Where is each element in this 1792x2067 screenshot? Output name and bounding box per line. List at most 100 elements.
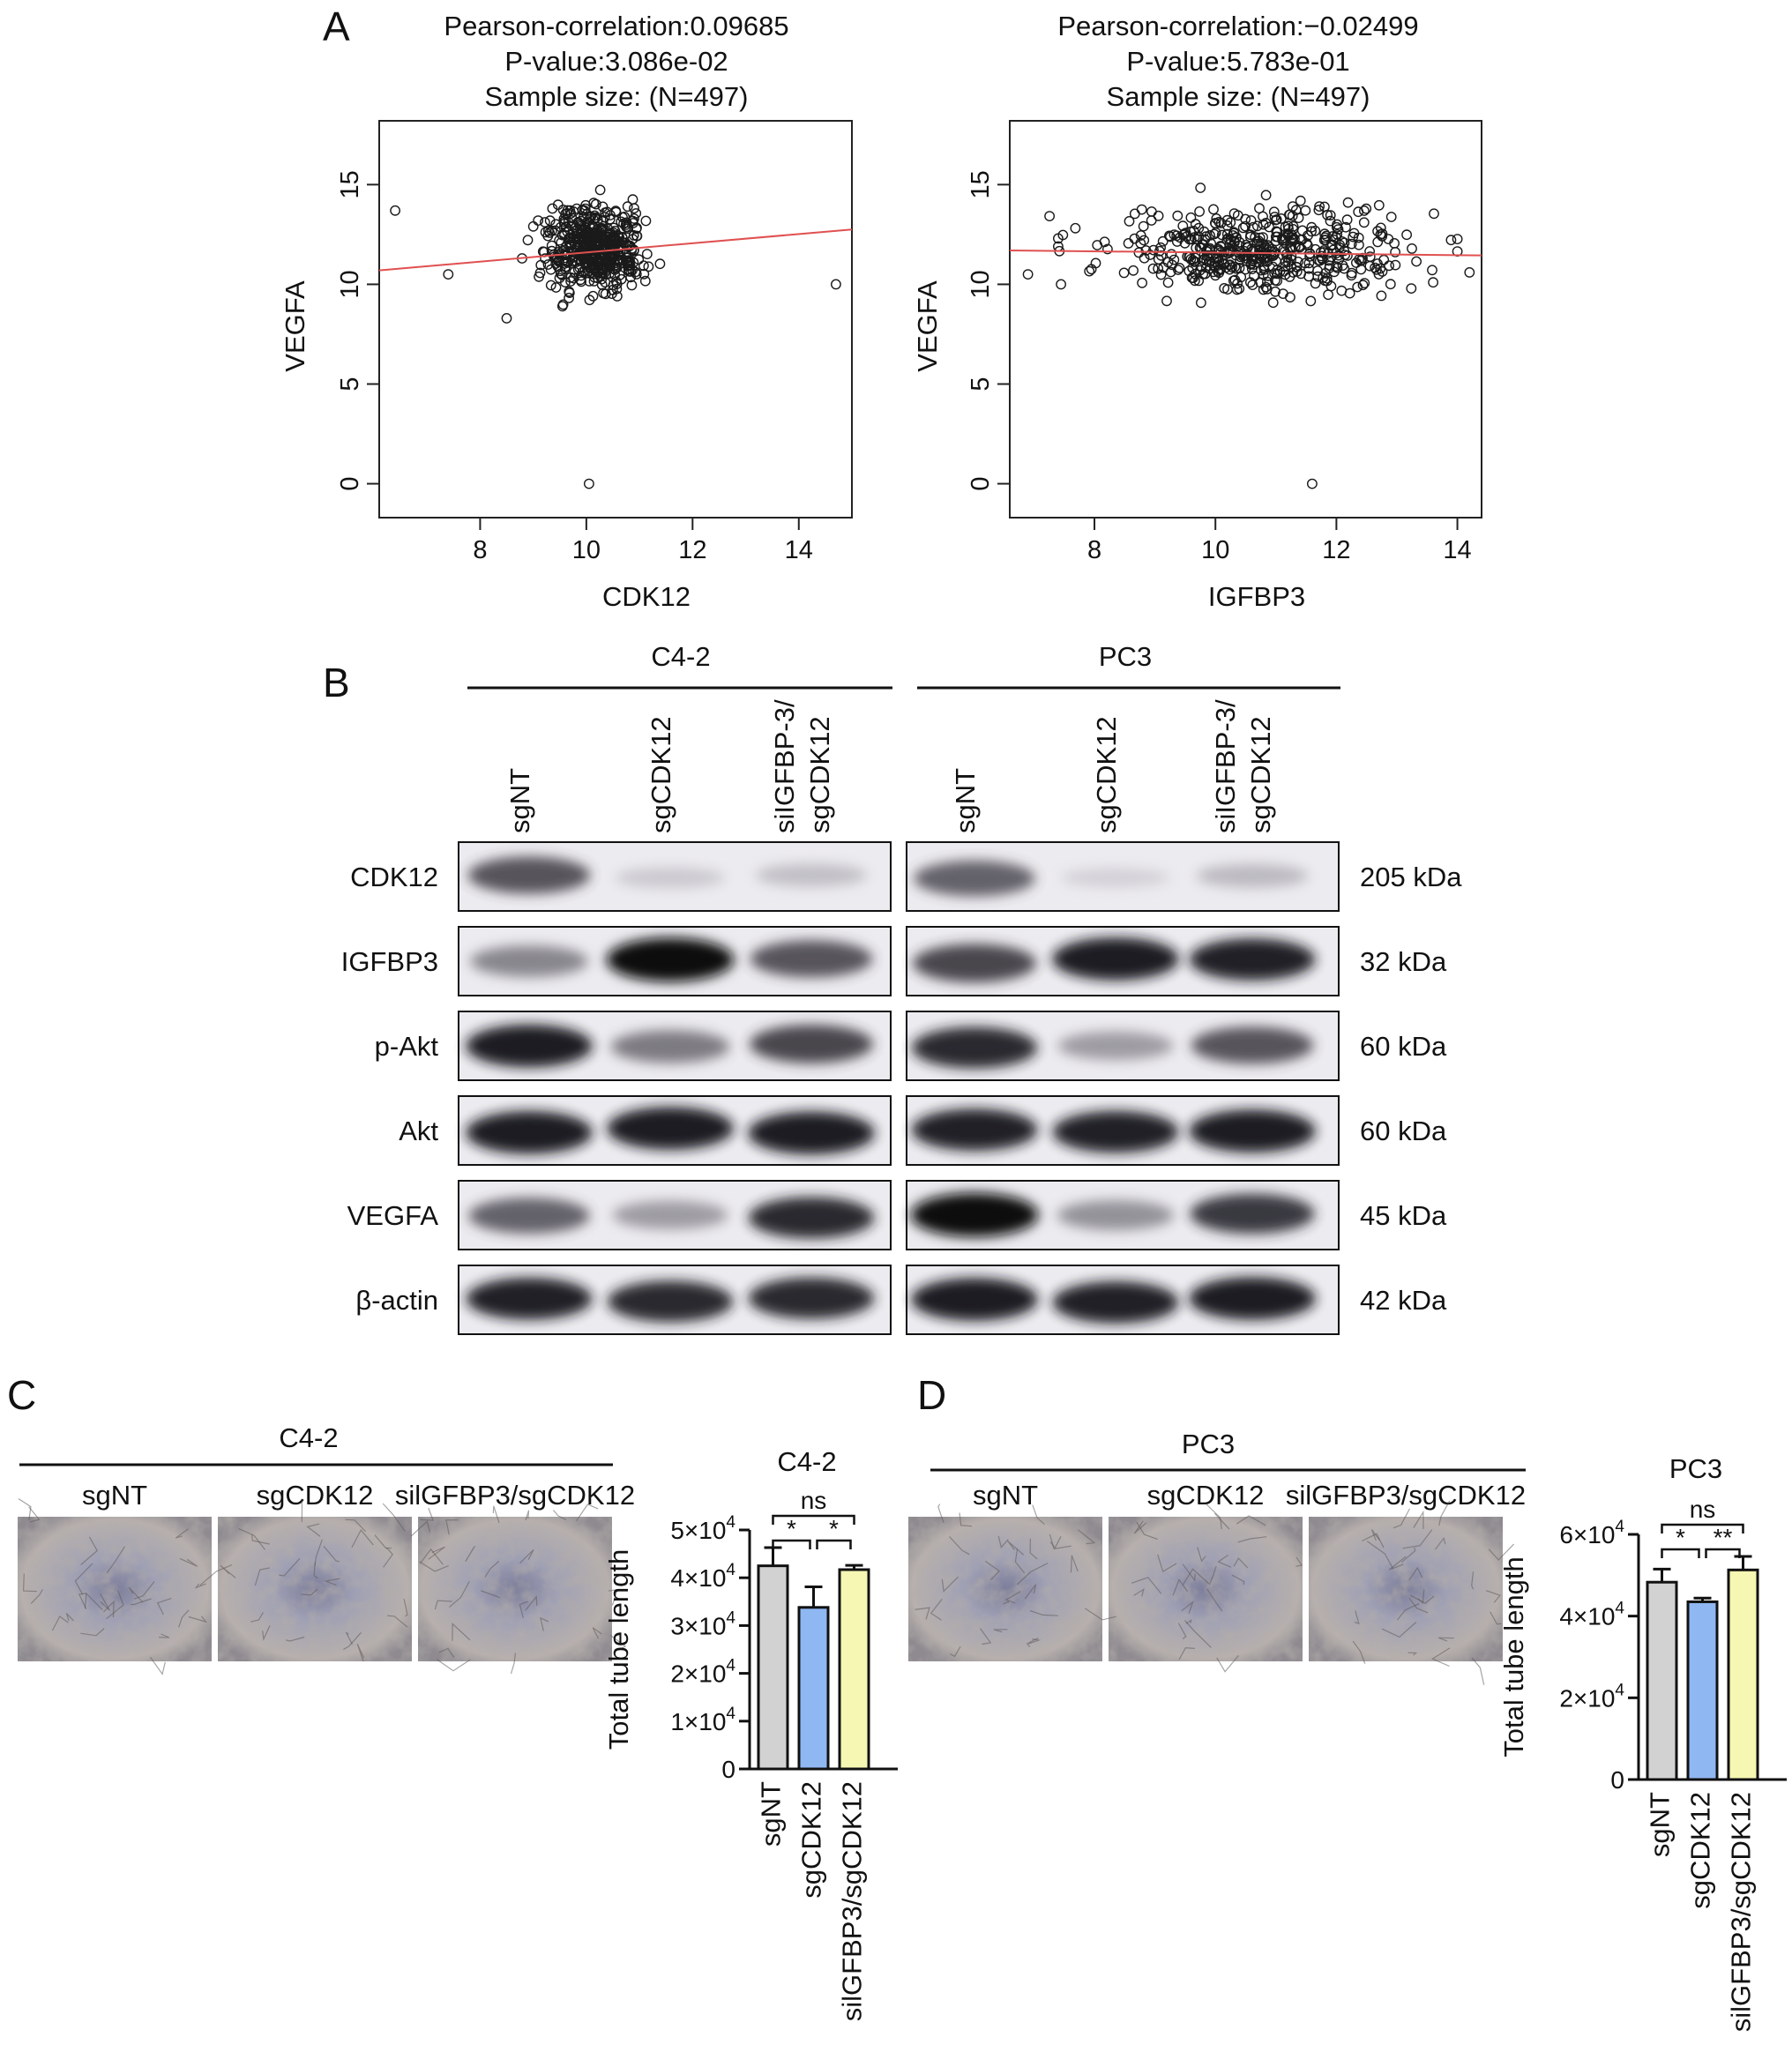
tube-network bbox=[238, 1527, 265, 1550]
blot-strip bbox=[906, 1180, 1340, 1250]
scatter-point bbox=[1285, 292, 1295, 302]
tick-exponent: 4 bbox=[726, 1608, 735, 1627]
scatter-point bbox=[1135, 230, 1146, 241]
scatter-point bbox=[534, 267, 546, 279]
tube-network bbox=[133, 1581, 155, 1600]
scatter-point bbox=[1148, 244, 1159, 256]
image-label: sgCDK12 bbox=[1147, 1480, 1265, 1511]
tube-network bbox=[1362, 1533, 1385, 1548]
tube-network bbox=[949, 1536, 970, 1556]
scatter-point bbox=[560, 214, 571, 226]
group-label: PC3 bbox=[1182, 1429, 1235, 1459]
scatter-point bbox=[1293, 256, 1303, 267]
blot-band bbox=[1190, 1193, 1315, 1234]
scatter-point bbox=[1219, 282, 1230, 294]
scatter-point bbox=[1251, 220, 1263, 232]
scatter-point bbox=[1208, 204, 1219, 215]
tube-network bbox=[345, 1519, 367, 1533]
tube-network bbox=[1178, 1646, 1195, 1660]
lane-label: sgCDK12 bbox=[804, 716, 835, 833]
bar-y-tick-label: 3×104 bbox=[670, 1608, 735, 1639]
scatter-point bbox=[546, 240, 557, 251]
scatter-point bbox=[623, 255, 634, 266]
scatter-point bbox=[565, 276, 576, 287]
bar bbox=[757, 1564, 789, 1771]
tube-network bbox=[1024, 1584, 1037, 1600]
tube-network bbox=[484, 1561, 500, 1578]
scatter-point bbox=[554, 235, 564, 246]
y-tick-label: 0 bbox=[967, 476, 995, 490]
scatter-point bbox=[1464, 266, 1475, 278]
scatter-point bbox=[631, 230, 643, 242]
scatter-point bbox=[1248, 221, 1259, 233]
scatter-point bbox=[1022, 269, 1034, 280]
scatter-point bbox=[1346, 238, 1357, 250]
image-label: silGFBP3/sgCDK12 bbox=[395, 1480, 635, 1511]
tube-network bbox=[1217, 1555, 1232, 1568]
scatter-point bbox=[1355, 264, 1367, 275]
scatter-point bbox=[1228, 208, 1240, 220]
scatter-point bbox=[1140, 245, 1152, 256]
scatter-point bbox=[1201, 255, 1213, 266]
tube-network bbox=[438, 1647, 455, 1658]
y-tick-label: 10 bbox=[967, 270, 995, 298]
bar-category-label: sgNT bbox=[1645, 1792, 1676, 1857]
scatter-point bbox=[1300, 205, 1311, 216]
image-texture bbox=[218, 1517, 412, 1661]
scatter-point bbox=[1331, 232, 1341, 243]
bar bbox=[1727, 1568, 1759, 1781]
blot-band bbox=[1057, 1031, 1174, 1061]
scatter-point bbox=[1310, 278, 1321, 289]
scatter-point bbox=[560, 277, 571, 287]
scatter-point bbox=[1254, 203, 1265, 214]
significance-label: * bbox=[829, 1515, 839, 1542]
scatter-point bbox=[1272, 227, 1283, 238]
image-texture bbox=[418, 1517, 612, 1661]
tube-network bbox=[1029, 1538, 1038, 1560]
scatter-point bbox=[604, 213, 616, 225]
tube-network bbox=[324, 1578, 340, 1586]
scatter-point bbox=[1240, 220, 1251, 232]
bar-y-axis-label: Total tube length bbox=[603, 1549, 634, 1750]
scatter-point bbox=[631, 268, 642, 280]
lane-label: sgNT bbox=[504, 768, 535, 833]
scatter-point bbox=[1245, 277, 1256, 288]
tube-network bbox=[1133, 1520, 1147, 1534]
tube-network bbox=[1488, 1543, 1515, 1561]
tube-network bbox=[179, 1557, 198, 1567]
bar-category-label: sgCDK12 bbox=[796, 1781, 827, 1899]
scatter-point bbox=[590, 198, 601, 210]
bar bbox=[797, 1606, 830, 1771]
tube-network bbox=[941, 1576, 959, 1593]
plot-frame bbox=[1009, 120, 1482, 519]
scatter-point bbox=[611, 262, 623, 273]
tube-panel-pc3: PC3 sgNT sgCDK12 silGFBP3/sgCDK12 PC3 Total t… bbox=[908, 1429, 1787, 2032]
tube-network bbox=[1014, 1548, 1026, 1574]
tube-network bbox=[949, 1645, 961, 1658]
scatter-point bbox=[1372, 258, 1383, 269]
scatter-title-line-1: Pearson-correlation:−0.02499 bbox=[1057, 11, 1418, 41]
tube-network bbox=[386, 1615, 408, 1628]
bar-category-label: sgCDK12 bbox=[1685, 1792, 1716, 1909]
scatter-point bbox=[533, 215, 544, 227]
panel-letter-b: B bbox=[323, 660, 350, 705]
bar-y-tick-label: 1×104 bbox=[670, 1705, 735, 1735]
blot-band bbox=[1196, 863, 1309, 888]
scatter-point bbox=[1277, 235, 1288, 246]
scatter-point bbox=[1239, 245, 1251, 257]
scatter-point bbox=[608, 234, 619, 245]
tick-mantissa: 2×10 bbox=[1559, 1684, 1615, 1712]
scatter-point bbox=[1406, 283, 1417, 294]
blot-rows: CDK12 205 kDa IGFBP3 32 kDa p-Akt 60 kDa Akt 60… bbox=[341, 841, 1462, 1335]
significance-bracket bbox=[1705, 1548, 1741, 1559]
blot-strip bbox=[458, 841, 892, 912]
scatter-point bbox=[626, 280, 638, 291]
tube-network bbox=[374, 1534, 392, 1549]
scatter-point bbox=[1427, 265, 1437, 276]
scatter-point bbox=[552, 199, 564, 211]
scatter-point bbox=[1157, 235, 1169, 247]
bar-chart-title: PC3 bbox=[1669, 1453, 1722, 1484]
scatter-point bbox=[571, 203, 582, 214]
tube-network bbox=[1032, 1504, 1045, 1526]
scatter-point bbox=[1364, 246, 1376, 257]
